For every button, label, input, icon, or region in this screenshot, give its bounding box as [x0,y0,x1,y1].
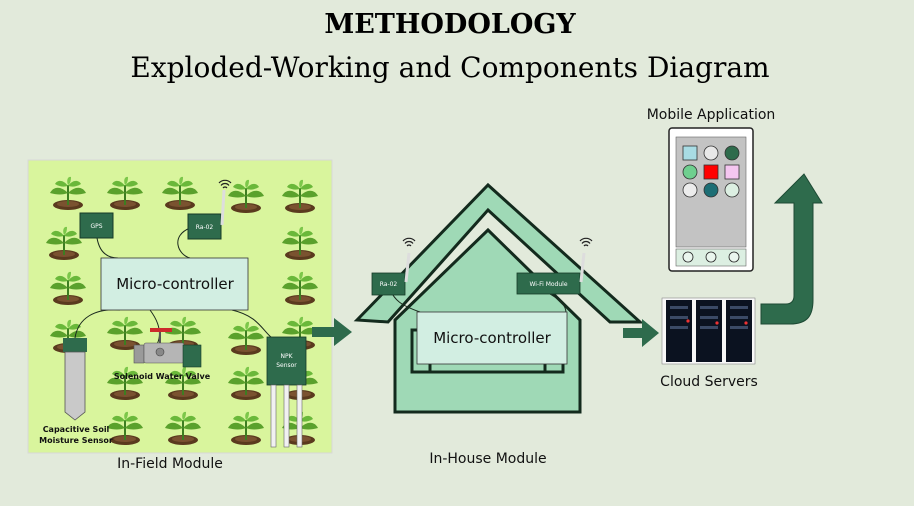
arrow-house-to-cloud [623,319,659,347]
npk-sensor-label-1: NPK [280,353,293,360]
house-lora-label: Ra-02 [380,281,398,288]
soil-sensor-label-1: Capacitive Soil [43,425,110,434]
arrow-cloud-to-mobile [760,173,823,325]
field-antenna [220,189,226,226]
soil-sensor-head [63,338,87,352]
soil-sensor-label-2: Moisture Sensor [39,436,113,445]
wifi-antenna [579,252,586,283]
house-lora-module [371,272,406,296]
nav-button-icon[interactable] [728,251,740,263]
house-roof-outer [353,182,644,324]
app-icon[interactable] [703,182,719,198]
house-lora-antenna [404,252,411,283]
field-lora-label: Ra-02 [196,224,214,231]
diagram-subtitle: Exploded-Working and Components Diagram [130,51,769,84]
cloud-servers: Cloud Servers [660,297,758,390]
soil-sensor-probe [64,351,86,421]
server-icon [726,300,752,362]
app-icon[interactable] [682,182,698,198]
field-microcontroller [100,257,249,311]
wifi-module-label: Wi-Fi Module [529,281,567,288]
npk-sensor-label-2: Sensor [276,362,297,369]
app-icon[interactable] [703,164,719,180]
gps-module [79,212,114,239]
wifi-signal-icon [579,237,593,247]
app-icon[interactable] [724,145,740,161]
field-microcontroller-label: Micro-controller [116,275,234,293]
house-lora-signal-icon [402,237,416,247]
cloud-servers-label: Cloud Servers [660,374,758,390]
app-icon[interactable] [703,145,719,161]
gps-label: GPS [90,223,102,230]
app-icon[interactable] [682,145,698,161]
server-icon [666,300,692,362]
app-icon[interactable] [724,182,740,198]
npk-sensor [266,336,307,386]
field-lora-module [187,213,222,240]
house-microcontroller-label: Micro-controller [433,329,551,347]
in-field-module-label: In-Field Module [117,456,223,472]
in-field-module: GPS Ra-02 Micro-controller Capacitive So… [27,159,333,472]
mobile-application: Mobile Application [647,107,776,272]
diagram-title: METHODOLOGY [324,9,576,40]
solenoid-valve-icon [133,328,202,368]
server-icon [696,300,722,362]
npk-probes [270,384,303,448]
app-icon[interactable] [724,164,740,180]
in-house-module: Micro-controller Ra-02 Wi-Fi Module In-H… [353,182,644,467]
house-microcontroller [416,311,568,365]
arrow-field-to-house [312,318,352,346]
solenoid-valve-label: Solenoid Water Valve [114,372,211,381]
in-house-module-label: In-House Module [429,451,546,467]
app-icon-grid [682,145,740,198]
mobile-application-label: Mobile Application [647,107,776,123]
nav-button-icon[interactable] [705,251,717,263]
nav-button-icon[interactable] [682,251,694,263]
app-icon[interactable] [682,164,698,180]
wifi-module [516,272,581,295]
house-wire-right [549,293,567,314]
